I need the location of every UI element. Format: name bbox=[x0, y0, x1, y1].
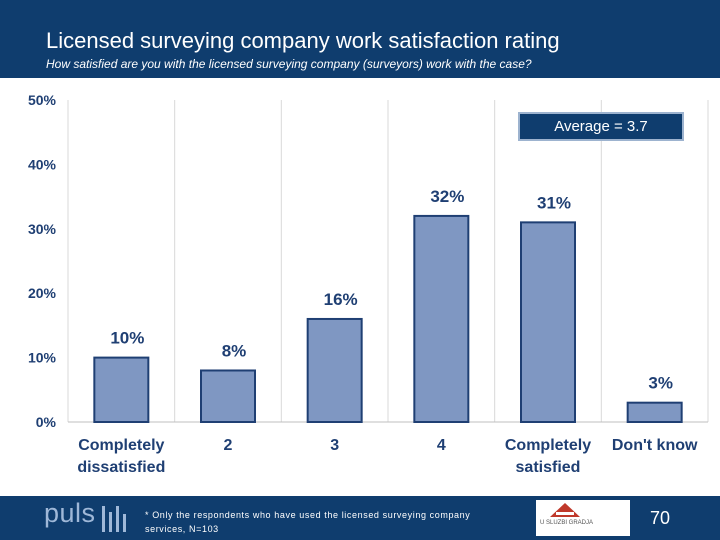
brand-bars-icon bbox=[102, 506, 126, 532]
x-tick-label: 2 bbox=[224, 437, 233, 454]
page-title: Licensed surveying company work satisfac… bbox=[46, 28, 560, 53]
data-label: 32% bbox=[430, 187, 464, 206]
y-tick-label: 30% bbox=[28, 221, 57, 237]
bar bbox=[93, 356, 150, 424]
data-label: 16% bbox=[324, 290, 358, 309]
data-label: 3% bbox=[648, 374, 673, 393]
x-tick-label: Don't know bbox=[612, 437, 698, 454]
partner-logo-text: U SLUZBI GRADJA bbox=[540, 520, 594, 526]
brand-logo: puls bbox=[44, 498, 96, 528]
page-number: 70 bbox=[649, 508, 671, 528]
partner-logo: U SLUZBI GRADJA bbox=[536, 500, 630, 536]
bar bbox=[306, 317, 363, 424]
bar bbox=[200, 369, 256, 424]
y-tick-label: 50% bbox=[28, 92, 57, 108]
footnote: * Only the respondents who have used the… bbox=[145, 510, 471, 534]
bar bbox=[626, 401, 683, 423]
data-label: 8% bbox=[222, 341, 247, 360]
bar-chart: 0% 10% 20% 30% 40% 50% 10% Completely dissatisfi… bbox=[28, 92, 709, 476]
page-subtitle: How satisfied are you with the licensed … bbox=[46, 57, 532, 71]
y-tick-label: 10% bbox=[28, 350, 57, 366]
footer-bar: puls * Only the respondents who have use… bbox=[0, 496, 720, 540]
x-tick-label: Completely bbox=[505, 437, 591, 454]
x-tick-label: Completely bbox=[78, 437, 164, 454]
x-tick-label: dissatisfied bbox=[77, 459, 165, 476]
partner-logo-mark-icon bbox=[550, 503, 580, 517]
y-tick-label: 0% bbox=[36, 414, 57, 430]
bar bbox=[413, 214, 470, 423]
average-badge: Average = 3.7 bbox=[518, 112, 684, 141]
header-bar: Licensed surveying company work satisfac… bbox=[0, 0, 720, 78]
x-tick-label: 4 bbox=[437, 437, 446, 454]
y-tick-label: 40% bbox=[28, 156, 57, 172]
bar bbox=[520, 221, 576, 423]
y-tick-label: 20% bbox=[28, 285, 57, 301]
x-tick-label: 3 bbox=[330, 437, 339, 454]
data-label: 10% bbox=[110, 329, 144, 348]
data-label: 31% bbox=[537, 193, 571, 212]
x-tick-label: satisfied bbox=[516, 459, 581, 476]
